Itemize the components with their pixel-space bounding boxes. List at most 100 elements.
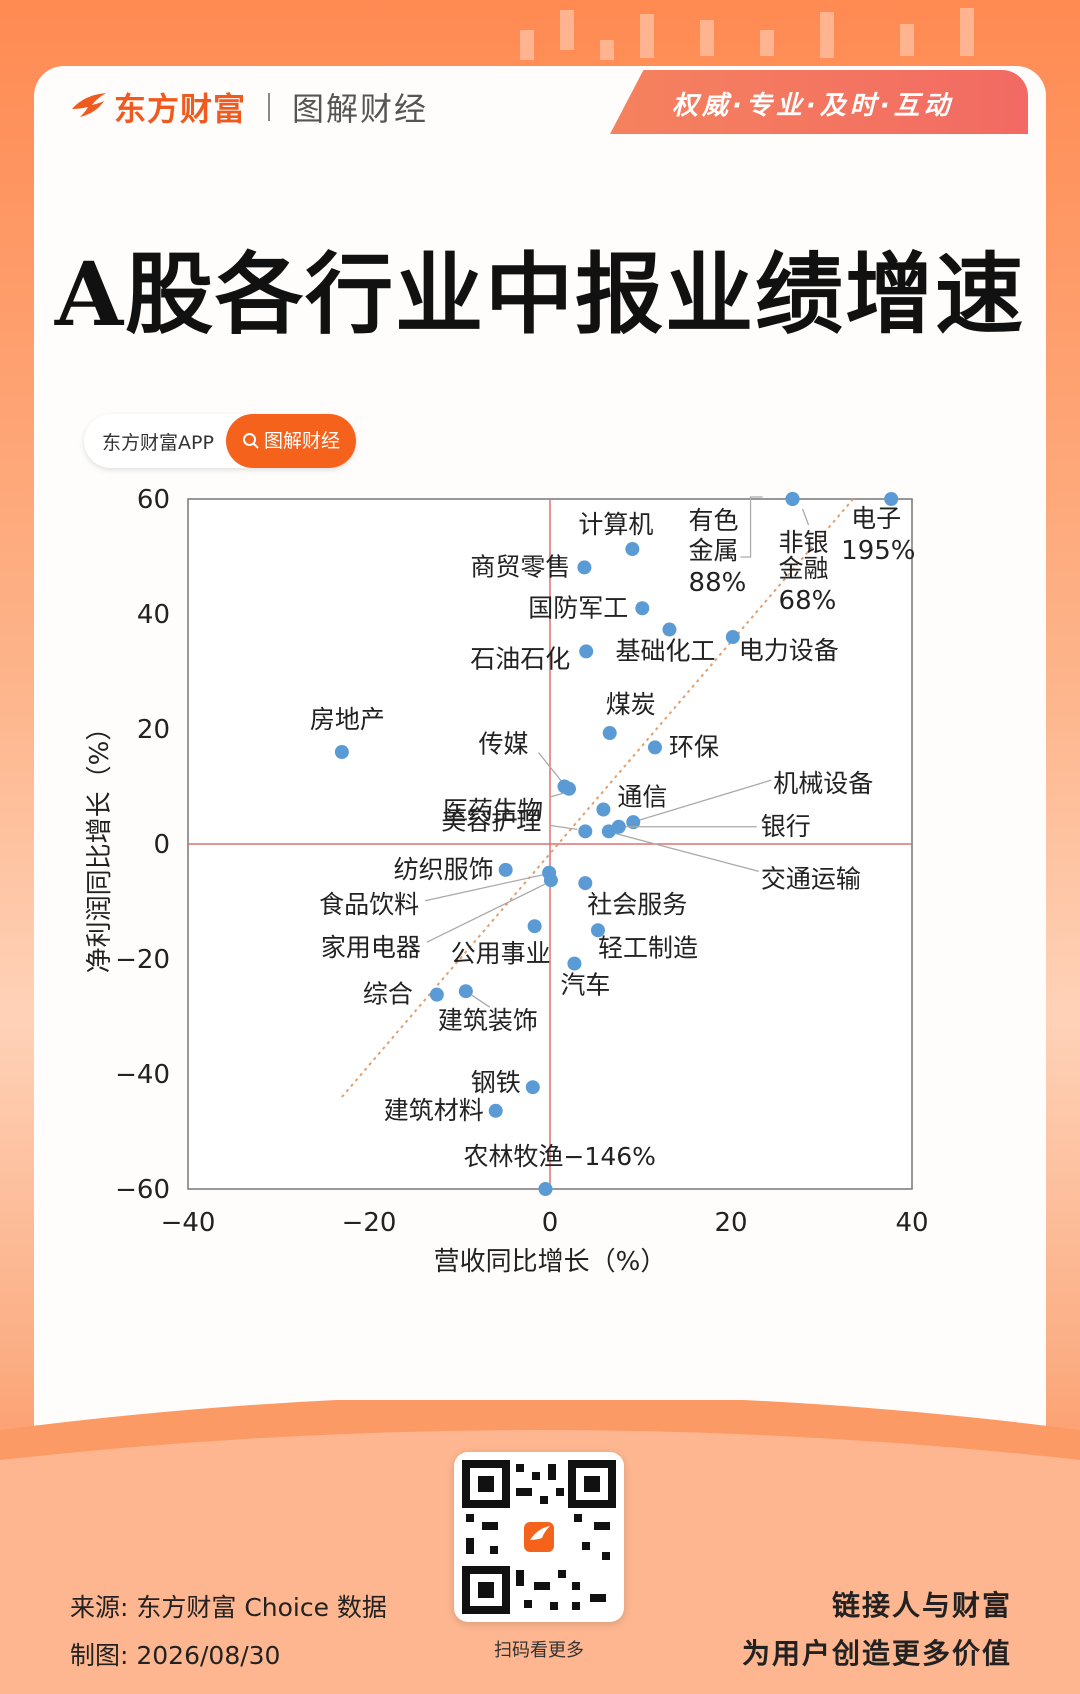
point-label: 金属 — [689, 536, 739, 565]
data-point — [579, 644, 594, 659]
data-point — [725, 630, 740, 644]
brand-separator — [268, 93, 271, 121]
y-tick-label: 0 — [153, 830, 170, 860]
x-tick-label: 20 — [714, 1208, 747, 1238]
qr-label: 扫码看更多 — [494, 1640, 584, 1661]
y-tick-label: 40 — [137, 600, 170, 630]
brand-logo-icon — [72, 93, 106, 117]
data-point — [578, 876, 593, 891]
brand-subtitle: 图解财经 — [292, 90, 429, 128]
x-tick-label: −20 — [342, 1208, 397, 1238]
point-label: 社会服务 — [587, 890, 687, 919]
leader-line — [801, 508, 810, 526]
data-point — [458, 984, 473, 999]
data-point — [785, 492, 800, 506]
point-label: 环保 — [669, 732, 719, 761]
brand-header: 东方财富 图解财经 — [70, 84, 428, 130]
point-label: 有色 — [689, 506, 739, 535]
point-label: 轻工制造 — [598, 933, 698, 962]
point-label: 食品饮料 — [319, 890, 419, 919]
leader-line — [614, 832, 759, 872]
data-point — [527, 919, 542, 934]
data-point — [601, 824, 616, 839]
y-tick-label: −20 — [115, 945, 170, 975]
trend-line — [341, 498, 854, 1098]
y-tick-label: −60 — [115, 1175, 170, 1205]
data-point — [647, 740, 662, 755]
data-point — [578, 824, 593, 839]
x-tick-label: 40 — [895, 1208, 928, 1238]
point-label: 煤炭 — [606, 690, 656, 719]
data-point — [498, 862, 513, 877]
data-point — [596, 802, 611, 817]
search-pill-app: 东方财富APP — [102, 432, 214, 454]
point-label: 公用事业 — [451, 939, 551, 968]
data-point — [488, 1103, 503, 1118]
x-tick-label: 0 — [542, 1208, 559, 1238]
point-label: 基础化工 — [615, 637, 715, 666]
data-point — [635, 601, 650, 616]
data-point — [884, 492, 899, 506]
y-axis-label: 净利润同比增长（%） — [85, 715, 115, 974]
header-slogan: 权威·专业·及时·互动 — [672, 91, 954, 121]
data-point — [577, 560, 592, 575]
point-label: 农林牧渔−146% — [463, 1142, 655, 1171]
search-pill-label: 图解财经 — [263, 430, 340, 452]
point-label: 石油石化 — [470, 644, 570, 673]
point-label: 电力设备 — [739, 636, 839, 665]
point-label: 商贸零售 — [470, 552, 570, 581]
made-date: 制图: 2026/08/30 — [70, 1641, 281, 1670]
point-label: 机械设备 — [773, 769, 873, 798]
footer-slogan-line2: 为用户创造更多价值 — [741, 1637, 1012, 1670]
page-title: A股各行业中报业绩增速 — [54, 242, 1026, 346]
point-label: 综合 — [363, 980, 413, 1009]
point-label: 钢铁 — [471, 1068, 521, 1097]
data-point — [543, 873, 558, 888]
data-point — [334, 745, 349, 759]
point-label: 纺织服饰 — [394, 855, 494, 884]
leader-line — [550, 792, 566, 798]
x-tick-label: −40 — [161, 1208, 216, 1238]
point-label: 交通运输 — [761, 864, 861, 893]
point-label: 银行 — [761, 812, 811, 841]
data-point — [662, 622, 677, 637]
point-label: 电子 — [851, 504, 901, 533]
y-tick-label: 20 — [137, 715, 170, 745]
data-point — [626, 815, 641, 830]
data-point — [590, 923, 605, 938]
point-label: 建筑材料 — [384, 1096, 484, 1125]
qr-code[interactable] — [454, 1452, 624, 1622]
point-label: 家用电器 — [321, 933, 421, 962]
slogan-tab — [610, 70, 1028, 134]
leader-line — [537, 752, 563, 783]
leader-line — [471, 994, 491, 1008]
point-note: 68% — [779, 586, 837, 616]
qr-code-icon — [462, 1460, 616, 1614]
leader-line — [639, 779, 772, 821]
point-label: 医药生物 — [443, 796, 543, 825]
search-pill[interactable]: 东方财富APP 图解财经 — [84, 414, 356, 468]
leader-line — [424, 874, 544, 902]
point-note: 88% — [689, 568, 747, 598]
point-label: 美容护理 — [441, 806, 541, 835]
data-point — [525, 1080, 540, 1095]
y-tick-label: −40 — [115, 1060, 170, 1090]
search-icon — [242, 433, 259, 449]
point-label: 汽车 — [560, 971, 610, 1000]
search-pill-button[interactable]: 图解财经 — [226, 414, 356, 468]
data-point — [567, 956, 582, 971]
point-label: 非银 — [779, 528, 829, 557]
point-label: 建筑装饰 — [438, 1006, 538, 1035]
point-label: 国防军工 — [528, 593, 628, 622]
x-axis-label: 营收同比增长（%） — [434, 1247, 667, 1277]
y-tick-label: 60 — [137, 485, 170, 515]
data-point — [602, 726, 617, 741]
source-note: 来源: 东方财富 Choice 数据 — [70, 1593, 387, 1622]
leader-line — [426, 883, 546, 943]
data-point — [562, 781, 577, 796]
point-label: 房地产 — [310, 705, 385, 734]
point-label: 传媒 — [478, 730, 528, 759]
point-note: 195% — [841, 536, 915, 566]
brand-name: 东方财富 — [114, 90, 247, 128]
